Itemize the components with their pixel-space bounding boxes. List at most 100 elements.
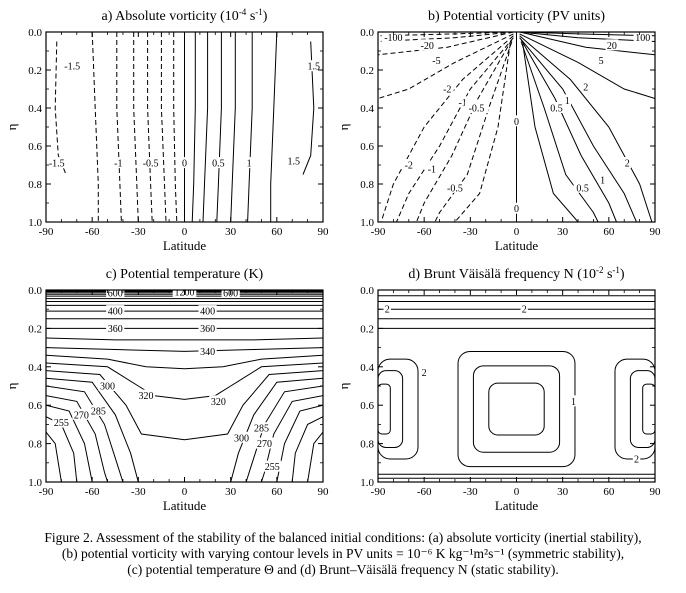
contour-label-bg	[52, 416, 71, 428]
contour-label-bg	[464, 102, 489, 113]
positive-contour-line	[46, 377, 139, 482]
positive-contour-line	[46, 370, 323, 441]
contour-label: 2	[583, 83, 588, 94]
x-tick-label: -30	[463, 226, 478, 238]
y-tick-label: 1.0	[28, 217, 42, 229]
contour-label: 1	[565, 96, 570, 107]
x-tick-label: 60	[603, 486, 615, 498]
positive-contour-line	[202, 32, 209, 222]
positive-contour-line	[46, 337, 323, 341]
contour-label-bg	[60, 60, 84, 72]
y-tick-label: 1.0	[28, 477, 42, 489]
positive-contour-line	[46, 347, 323, 352]
caption-line-2: (b) potential vorticity with varying con…	[61, 546, 625, 561]
contour-label: 2	[522, 305, 527, 316]
closed-contour-line	[472, 365, 561, 453]
negative-contour-line	[416, 39, 513, 222]
closed-contour-line	[378, 370, 404, 448]
x-tick-label: 90	[318, 226, 330, 238]
positive-contour-line	[230, 32, 236, 222]
contour-label: 270	[74, 410, 89, 421]
contour-label-bg	[106, 290, 125, 298]
y-tick-label: 0.2	[360, 323, 374, 335]
brunt-vaisala-x-axis-label: Latitude	[495, 498, 539, 513]
x-tick-label: 60	[271, 486, 283, 498]
positive-contour-line	[519, 35, 653, 222]
y-tick-label: 0.2	[360, 65, 374, 77]
potential-temperature-title: c) Potential temperature (K)	[106, 267, 264, 282]
x-tick-label: -30	[463, 486, 478, 498]
contour-label: 270	[257, 439, 272, 450]
positive-contour-line	[519, 32, 655, 56]
contour-label: -5	[432, 56, 440, 67]
potential-vorticity-panel: b) Potential vorticity (PV units)-100-20…	[336, 9, 661, 253]
contour-label: 600	[108, 288, 123, 299]
contour-label-bg	[381, 32, 406, 43]
contour-label-bg	[138, 157, 163, 169]
potential-vorticity-x-axis-label: Latitude	[495, 238, 539, 253]
positive-contour-line	[519, 33, 655, 99]
positive-contour-line	[291, 416, 323, 482]
contour-label: 360	[108, 324, 123, 335]
y-tick-label: 0.8	[360, 439, 374, 451]
x-tick-label: 90	[650, 486, 662, 498]
potential-vorticity-y-axis-label: η	[336, 123, 351, 130]
contour-label-bg	[263, 460, 282, 472]
contour-label: 0.5	[550, 104, 563, 115]
brunt-vaisala-title: d) Brunt Väisälä frequency N (10-2 s-1)	[408, 265, 624, 282]
contour-label: 285	[254, 424, 269, 435]
contour-label-bg	[209, 157, 228, 169]
contour-label: -20	[421, 41, 434, 52]
contour-label: 340	[200, 347, 215, 358]
closed-contour-line	[457, 350, 576, 468]
negative-contour-line	[434, 41, 513, 222]
contour-label: -0.5	[143, 159, 159, 170]
y-tick-label: 0.0	[28, 285, 42, 297]
contour-label: 255	[265, 462, 280, 473]
contour-label: 0	[182, 159, 187, 170]
negative-contour-line	[378, 32, 514, 56]
contour-label-bg	[304, 60, 323, 72]
positive-contour-line	[302, 41, 315, 175]
y-tick-label: 1.0	[360, 477, 374, 489]
contour-label: 0.5	[576, 183, 589, 194]
x-tick-label: -90	[371, 226, 386, 238]
x-tick-label: -30	[131, 486, 146, 498]
positive-contour-line	[46, 431, 62, 482]
contour-label: -1	[458, 98, 466, 109]
contour-label: 1.5	[308, 62, 321, 73]
contour-label: 285	[91, 406, 106, 417]
contour-label-bg	[136, 389, 156, 401]
contour-label: -1.5	[64, 62, 80, 73]
contour-label: -2	[443, 85, 451, 96]
contour-label: 2	[385, 305, 390, 316]
contour-label: 5	[599, 56, 604, 67]
brunt-vaisala-contours: 2 2 2 1 2	[378, 295, 655, 479]
x-tick-label: 90	[650, 226, 662, 238]
brunt-vaisala-panel: d) Brunt Väisälä frequency N (10-2 s-1) 2…	[336, 265, 661, 513]
x-tick-label: -90	[39, 226, 54, 238]
contour-label: 300	[234, 433, 249, 444]
x-tick-label: -90	[371, 486, 386, 498]
contour-label-bg	[632, 452, 641, 464]
contour-label-bg	[547, 102, 566, 113]
x-tick-label: 30	[557, 486, 569, 498]
y-tick-label: 0.6	[28, 141, 42, 153]
closed-contour-line	[629, 370, 655, 448]
positive-contour-line	[46, 404, 93, 482]
contour-label-bg	[383, 303, 391, 315]
y-tick-label: 0.4	[28, 103, 42, 115]
x-tick-label: -90	[39, 486, 54, 498]
contour-label: 320	[139, 391, 154, 402]
contour-label-bg	[512, 115, 521, 127]
y-tick-label: 0.0	[360, 285, 374, 297]
positive-contour-line	[247, 32, 253, 222]
contour-label-bg	[106, 322, 125, 334]
contour-label-bg	[198, 305, 217, 317]
positive-contour-line	[230, 377, 323, 482]
y-tick-label: 0.8	[360, 179, 374, 191]
closed-contour-line	[488, 382, 545, 436]
absolute-vorticity-x-axis-label: Latitude	[163, 238, 207, 253]
contour-label-bg	[582, 81, 590, 93]
y-tick-label: 0.8	[28, 439, 42, 451]
